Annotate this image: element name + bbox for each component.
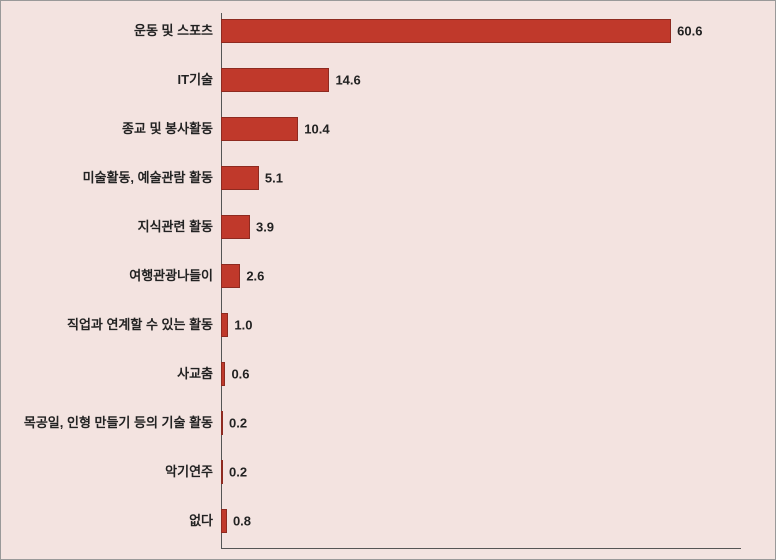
value-label: 2.6 (246, 269, 264, 284)
value-label: 0.6 (231, 367, 249, 382)
category-label: IT기술 (178, 72, 213, 88)
bar-row: 종교 및 봉사활동10.4 (221, 117, 741, 141)
value-label: 5.1 (265, 171, 283, 186)
bar (221, 362, 225, 386)
category-label: 없다 (189, 513, 213, 529)
category-label: 여행관광나들이 (129, 268, 213, 284)
plot-area: 운동 및 스포츠60.6 IT기술14.6 종교 및 봉사활동10.4 미술활동, 예… (221, 13, 741, 549)
horizontal-bar-chart: 운동 및 스포츠60.6IT기술14.6종교 및 봉사활동10.4미술활동, 예… (0, 0, 776, 560)
category-label: 직업과 연계할 수 있는 활동 (67, 317, 213, 333)
value-label: 0.2 (229, 465, 247, 480)
category-label: 종교 및 봉사활동 (122, 121, 213, 137)
bar (221, 215, 250, 239)
bar-row: 운동 및 스포츠60.6 (221, 19, 741, 43)
bar-row: 목공일, 인형 만들기 등의 기술 활동0.2 (221, 411, 741, 435)
bar-row: 미술활동, 예술관람 활동5.1 (221, 166, 741, 190)
value-label: 0.8 (233, 514, 251, 529)
bar (221, 19, 671, 43)
bar-row: 직업과 연계할 수 있는 활동1.0 (221, 313, 741, 337)
bar (221, 411, 223, 435)
value-label: 60.6 (677, 24, 702, 39)
value-label: 14.6 (335, 73, 360, 88)
category-label: 지식관련 활동 (138, 219, 213, 235)
value-label: 10.4 (304, 122, 329, 137)
bar-row: 사교춤0.6 (221, 362, 741, 386)
bar-row: IT기술14.6 (221, 68, 741, 92)
value-label: 0.2 (229, 416, 247, 431)
bar (221, 460, 223, 484)
bar (221, 313, 228, 337)
bar (221, 509, 227, 533)
category-label: 운동 및 스포츠 (134, 23, 213, 39)
category-label: 목공일, 인형 만들기 등의 기술 활동 (24, 415, 213, 431)
bar (221, 264, 240, 288)
value-label: 3.9 (256, 220, 274, 235)
bar (221, 117, 298, 141)
bar-row: 여행관광나들이2.6 (221, 264, 741, 288)
category-label: 악기연주 (165, 464, 213, 480)
category-label: 미술활동, 예술관람 활동 (83, 170, 213, 186)
bar (221, 166, 259, 190)
bar-row: 지식관련 활동3.9 (221, 215, 741, 239)
value-label: 1.0 (234, 318, 252, 333)
bar (221, 68, 329, 92)
bar-row: 악기연주0.2 (221, 460, 741, 484)
bar-row: 없다0.8 (221, 509, 741, 533)
category-label: 사교춤 (177, 366, 213, 382)
x-axis (221, 548, 741, 549)
